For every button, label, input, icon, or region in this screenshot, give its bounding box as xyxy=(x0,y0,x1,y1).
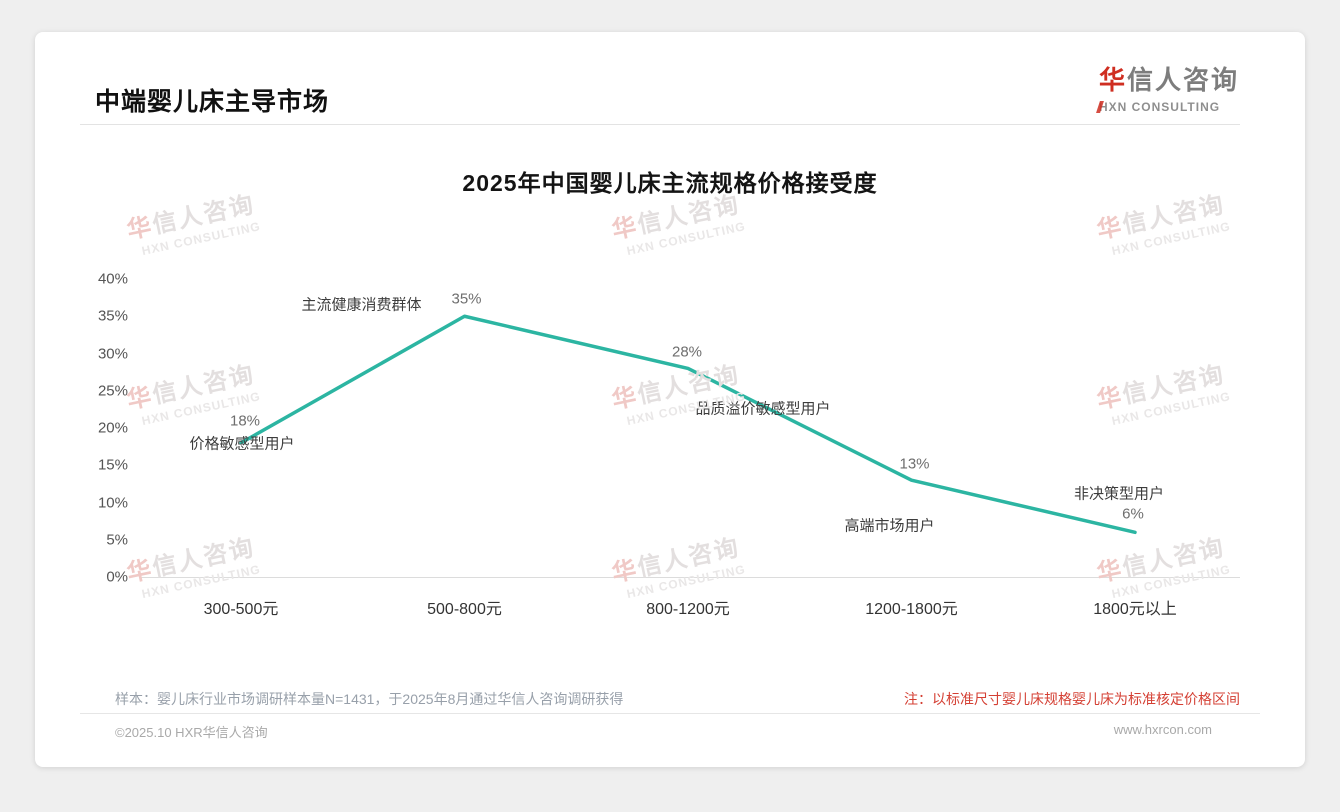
logo-text-en: HXN CONSULTING xyxy=(1096,100,1239,114)
watermark-text-en: HXN CONSULTING xyxy=(140,219,262,259)
data-point-value-label: 13% xyxy=(899,455,930,473)
data-point-annotation: 品质溢价敏感型用户 xyxy=(695,400,831,418)
y-axis-tick-label: 30% xyxy=(97,345,128,362)
website-text: www.hxrcon.com xyxy=(1113,722,1212,737)
logo-text-zh: 华信人咨询 xyxy=(1098,65,1239,95)
footer-divider xyxy=(80,713,1260,714)
data-point-annotation: 高端市场用户 xyxy=(844,517,935,535)
y-axis-tick-label: 20% xyxy=(97,419,128,437)
data-point-value-label: 28% xyxy=(671,343,703,361)
x-axis-category-label: 300-500元 xyxy=(203,601,279,618)
price-definition-note: 注：以标准尺寸婴儿床规格婴儿床为标准核定价格区间 xyxy=(904,691,1240,707)
company-logo: 华信人咨询 HXN CONSULTING xyxy=(1096,60,1239,114)
report-slide: 中端婴儿床主导市场 华信人咨询 HXN CONSULTING 2025年中国婴儿… xyxy=(35,32,1305,767)
watermark-text-en: HXN CONSULTING xyxy=(625,219,747,259)
x-axis-category-label: 1800元以上 xyxy=(1093,601,1177,618)
data-point-annotation: 非决策型用户 xyxy=(1073,485,1165,503)
data-point-annotation: 价格敏感型用户 xyxy=(189,435,295,453)
data-point-value-label: 35% xyxy=(451,290,482,308)
y-axis-tick-label: 5% xyxy=(106,531,128,549)
x-axis-category-label: 800-1200元 xyxy=(646,601,730,618)
x-axis-category-label: 500-800元 xyxy=(427,601,502,618)
y-axis-tick-label: 40% xyxy=(97,270,128,288)
watermark-text-en: HXN CONSULTING xyxy=(1110,219,1232,259)
y-axis-tick-label: 10% xyxy=(97,494,128,511)
header-divider xyxy=(80,124,1240,125)
y-axis-tick-label: 0% xyxy=(106,568,128,586)
y-axis-tick-label: 35% xyxy=(97,307,128,325)
line-chart xyxy=(239,314,1137,535)
chart-title: 2025年中国婴儿床主流规格价格接受度 xyxy=(462,170,878,196)
data-point-value-label: 18% xyxy=(229,412,261,430)
data-point-value-label: 6% xyxy=(1122,505,1144,523)
x-axis-category-label: 1200-1800元 xyxy=(865,601,958,618)
page-title: 中端婴儿床主导市场 xyxy=(95,88,330,116)
copyright-text: ©2025.10 HXR华信人咨询 xyxy=(115,725,268,740)
y-axis-tick-label: 15% xyxy=(97,456,128,474)
y-axis-tick-label: 25% xyxy=(97,382,128,400)
x-axis-baseline xyxy=(140,577,1240,578)
sample-footnote: 样本：婴儿床行业市场调研样本量N=1431，于2025年8月通过华信人咨询调研获… xyxy=(115,691,624,707)
data-point-annotation: 主流健康消费群体 xyxy=(301,296,422,314)
acceptance-line xyxy=(239,314,1137,535)
